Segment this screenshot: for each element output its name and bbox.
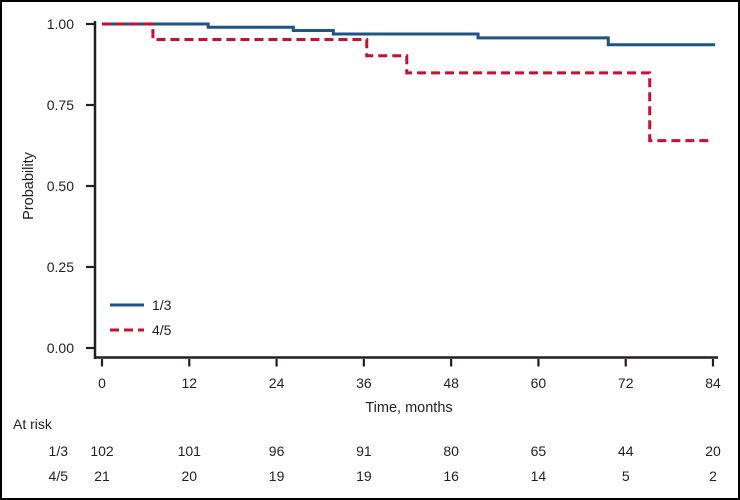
y-tick-label: 1.00 xyxy=(47,16,74,32)
at-risk-label: At risk xyxy=(13,416,53,432)
km-curve-1-3 xyxy=(102,22,716,47)
at-risk-count: 21 xyxy=(94,468,110,484)
x-tick-label: 72 xyxy=(618,375,634,391)
at-risk-count: 20 xyxy=(705,443,721,459)
x-tick-label: 48 xyxy=(443,375,459,391)
at-risk-count: 5 xyxy=(622,468,630,484)
at-risk-count: 65 xyxy=(531,443,547,459)
x-tick-label: 84 xyxy=(705,375,721,391)
at-risk-count: 101 xyxy=(178,443,202,459)
at-risk-count: 91 xyxy=(356,443,372,459)
x-axis-title: Time, months xyxy=(365,400,452,416)
x-tick-label: 36 xyxy=(356,375,372,391)
chart-dynamic-layer: 1.00 0.75 0.50 0.25 0.00 0 12 24 36 48 60 72 84 1/3 4/… xyxy=(47,16,721,484)
legend-label-1-3: 1/3 xyxy=(152,297,172,313)
at-risk-count: 19 xyxy=(356,468,372,484)
at-risk-count: 2 xyxy=(709,468,717,484)
x-tick-label: 12 xyxy=(181,375,197,391)
at-risk-count: 44 xyxy=(618,443,634,459)
at-risk-count: 14 xyxy=(531,468,547,484)
at-risk-row-label-4-5: 4/5 xyxy=(49,468,69,484)
at-risk-count: 19 xyxy=(269,468,285,484)
legend-label-4-5: 4/5 xyxy=(152,322,172,338)
y-tick-label: 0.75 xyxy=(47,97,74,113)
y-tick-label: 0.50 xyxy=(47,178,74,194)
x-tick-label: 0 xyxy=(98,375,106,391)
at-risk-count: 16 xyxy=(443,468,459,484)
at-risk-count: 96 xyxy=(269,443,285,459)
at-risk-count: 102 xyxy=(90,443,114,459)
at-risk-count: 20 xyxy=(181,468,197,484)
y-tick-label: 0.25 xyxy=(47,259,74,275)
x-tick-label: 24 xyxy=(269,375,285,391)
at-risk-row-label-1-3: 1/3 xyxy=(49,443,69,459)
at-risk-count: 80 xyxy=(443,443,459,459)
x-tick-label: 60 xyxy=(531,375,547,391)
km-curve-4-5 xyxy=(102,22,711,143)
y-axis-title: Probability xyxy=(21,151,37,219)
y-tick-label: 0.00 xyxy=(47,340,74,356)
